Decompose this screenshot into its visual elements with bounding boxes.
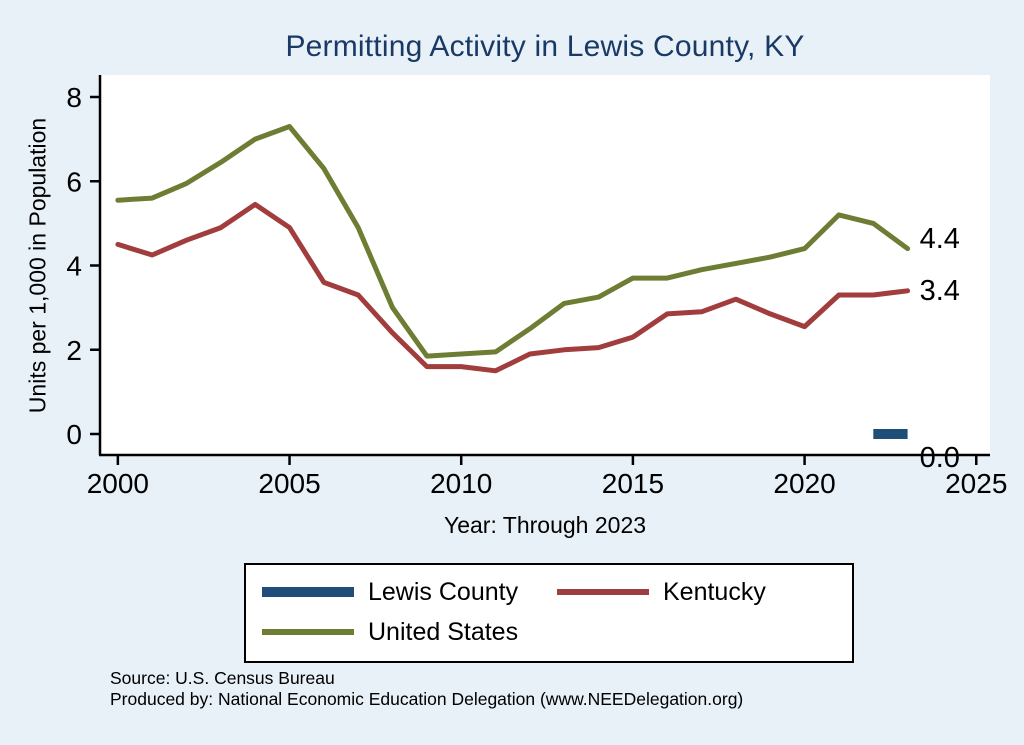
svg-text:2015: 2015 xyxy=(602,468,664,499)
produced-by-line: Produced by: National Economic Education… xyxy=(110,689,744,709)
legend-label-lewis-county: Lewis County xyxy=(368,577,519,606)
kentucky-line-swatch xyxy=(557,589,649,595)
legend-item-lewis-county: Lewis County xyxy=(262,573,557,611)
united-states-line-swatch xyxy=(262,629,354,635)
svg-text:2025: 2025 xyxy=(945,468,1007,499)
legend-label-united-states: United States xyxy=(368,617,519,646)
end-label-kentucky: 3.4 xyxy=(919,274,960,307)
legend-item-united-states: United States xyxy=(262,613,557,651)
source-note: Source: U.S. Census Bureau Produced by: … xyxy=(110,668,743,710)
end-label-united-states: 4.4 xyxy=(919,222,960,255)
svg-text:2: 2 xyxy=(66,335,82,366)
svg-text:8: 8 xyxy=(66,82,82,113)
svg-text:2005: 2005 xyxy=(258,468,320,499)
lewis-county-line-swatch xyxy=(262,587,354,597)
svg-text:4: 4 xyxy=(66,251,82,282)
legend: Lewis County Kentucky United States xyxy=(244,563,854,663)
end-label-lewis-county: 0.0 xyxy=(919,442,960,474)
svg-text:0: 0 xyxy=(66,419,82,450)
source-line: Source: U.S. Census Bureau xyxy=(110,668,335,688)
legend-label-kentucky: Kentucky xyxy=(663,577,766,606)
x-axis-label: Year: Through 2023 xyxy=(443,512,647,538)
svg-text:2000: 2000 xyxy=(87,468,149,499)
svg-text:2010: 2010 xyxy=(430,468,492,499)
chart-title: Permitting Activity in Lewis County, KY xyxy=(285,30,805,63)
svg-text:2020: 2020 xyxy=(773,468,835,499)
legend-item-kentucky: Kentucky xyxy=(557,573,852,611)
svg-text:6: 6 xyxy=(66,166,82,197)
